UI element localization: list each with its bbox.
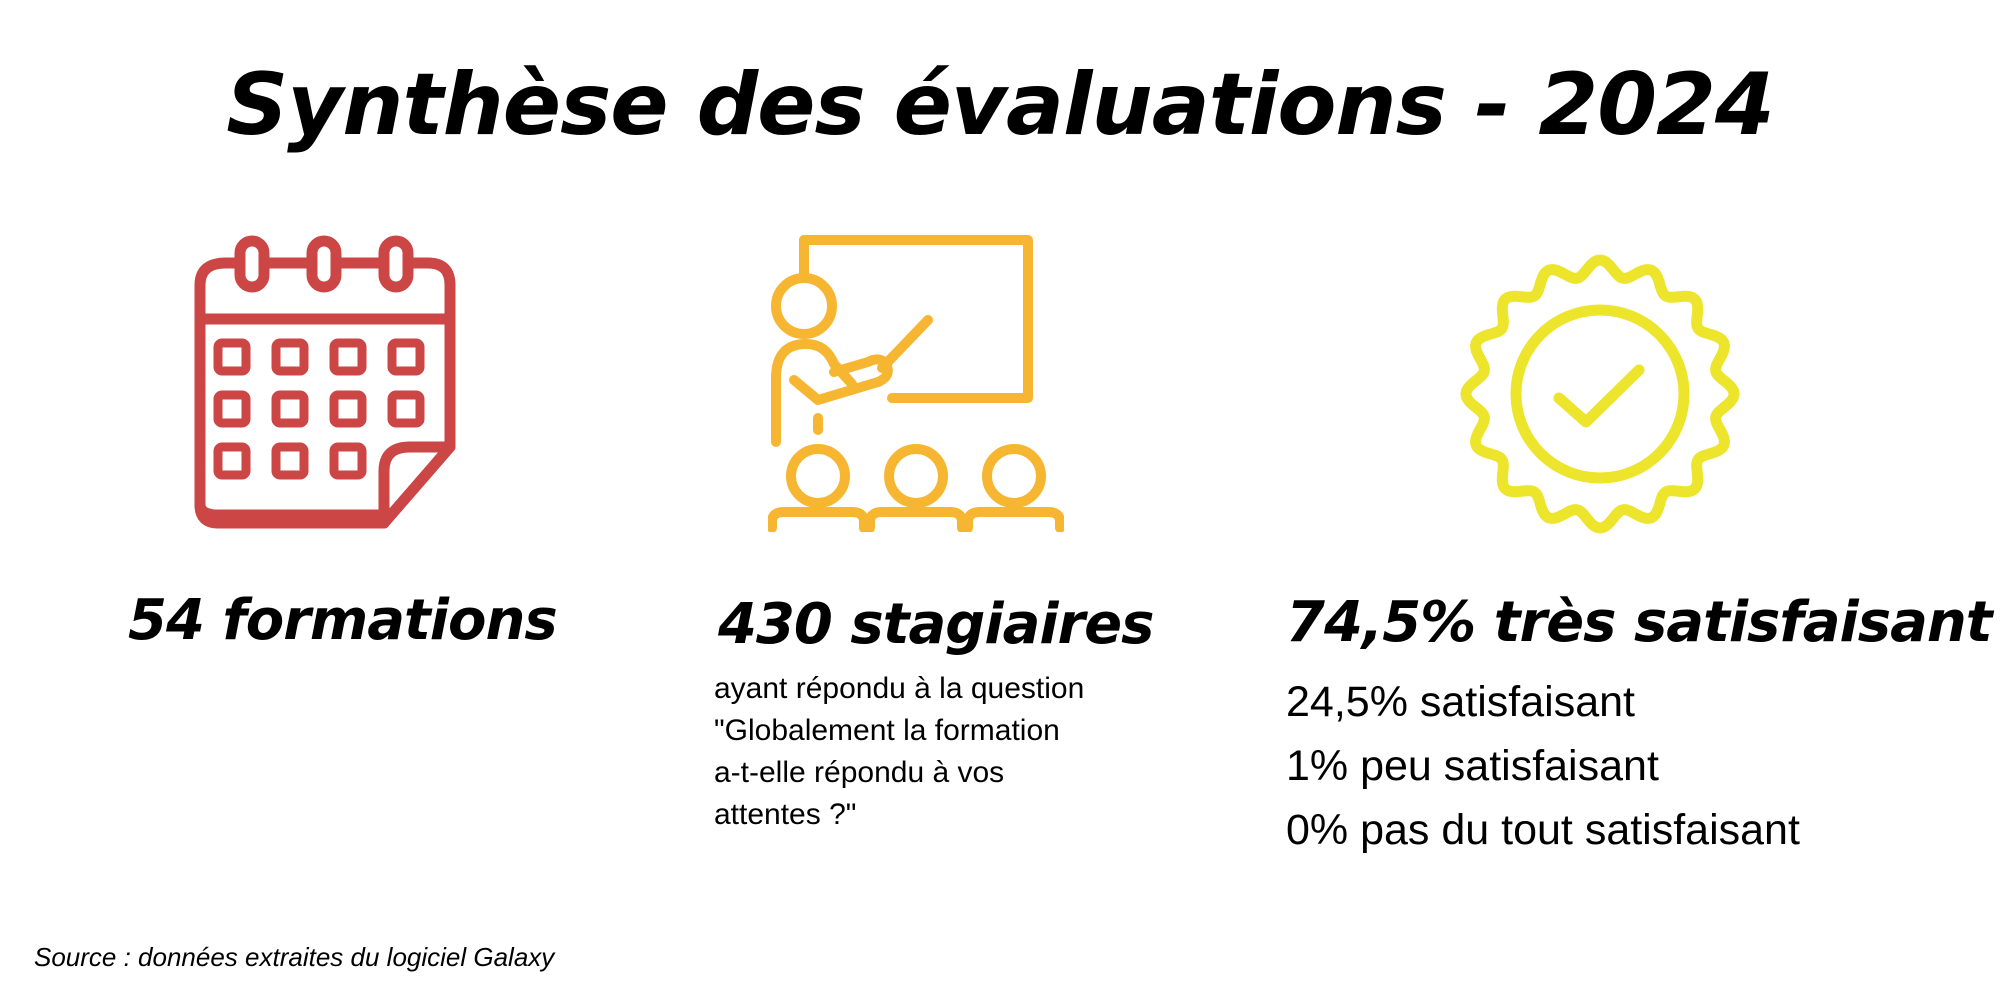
description-line: ayant répondu à la question	[714, 672, 1085, 705]
stat-satisfaction-heading: 74,5% très satisfaisant	[1286, 590, 1992, 655]
quality-badge-check-icon	[1454, 248, 1746, 540]
stat-formations-heading: 54 formations	[128, 588, 558, 653]
teacher-classroom-icon	[768, 232, 1064, 532]
description-line: attentes ?"	[714, 798, 857, 831]
calendar-icon	[188, 235, 460, 535]
description-line: "Globalement la formation	[714, 714, 1060, 747]
source-note: Source : données extraites du logiciel G…	[34, 942, 555, 972]
breakdown-item: 0% pas du tout satisfaisant	[1286, 806, 1800, 854]
description-line: a-t-elle répondu à vos	[714, 756, 1005, 789]
satisfaction-breakdown-list: 24,5% satisfaisant 1% peu satisfaisant 0…	[1286, 670, 1800, 862]
breakdown-item: 1% peu satisfaisant	[1286, 742, 1659, 790]
stagiaires-description: ayant répondu à la question "Globalement…	[714, 668, 1154, 836]
page-title: Synthèse des évaluations - 2024	[226, 55, 1775, 155]
breakdown-item: 24,5% satisfaisant	[1286, 678, 1635, 726]
stat-stagiaires-heading: 430 stagiaires	[718, 592, 1154, 657]
